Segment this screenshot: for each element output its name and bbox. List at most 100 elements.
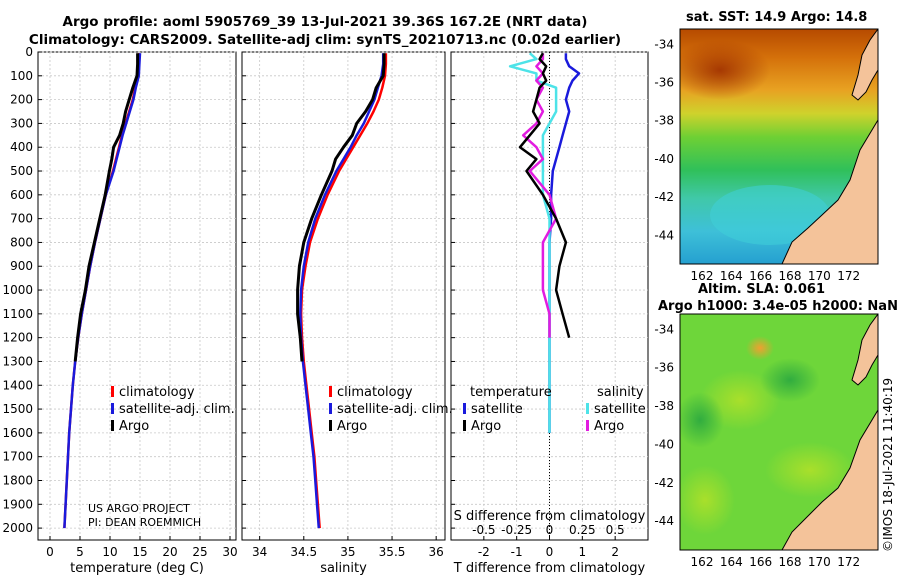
legend-label: Argo [337, 419, 367, 434]
temperature-axes-frame [37, 51, 237, 541]
north-island-land-sla [851, 314, 878, 386]
y-tick-label: 1700 [2, 450, 33, 464]
x-tick-label: 34.5 [290, 545, 317, 559]
map-y-tick-label: -42 [654, 476, 674, 490]
legend-swatch [111, 403, 114, 414]
sla-peak [746, 336, 774, 360]
x-axis-label: temperature (deg C) [70, 561, 204, 576]
sla-high-patch-3 [680, 465, 735, 535]
map-x-tick-label: 164 [720, 555, 743, 569]
x-tick-label: 20 [162, 545, 177, 559]
salinity-tick-label: 0 [546, 523, 554, 537]
x-tick-label: 35.5 [379, 545, 406, 559]
y-tick-label: 1900 [2, 497, 33, 511]
map-y-tick-label: -34 [654, 37, 674, 51]
y-tick-label: 300 [10, 116, 33, 130]
legend-label: climatology [337, 385, 413, 400]
y-tick-label: 400 [10, 140, 33, 154]
x-tick-label: 34 [252, 545, 267, 559]
map-y-tick-label: -40 [654, 152, 674, 166]
legend-label: Argo [471, 419, 501, 434]
sst-warm-patch [680, 40, 770, 100]
legend-label: satellite [471, 402, 523, 417]
sla-high-patch-2 [765, 442, 855, 498]
legend-label: satellite [594, 402, 646, 417]
grid-lines [38, 51, 648, 540]
legend-label: Argo [119, 419, 149, 434]
map-y-tick-label: -34 [654, 322, 674, 336]
legend-header-salinity: salinity [597, 385, 644, 400]
y-tick-label: 900 [10, 259, 33, 273]
x-tick-label: 2 [611, 545, 619, 559]
x-axis-label: salinity [320, 561, 367, 576]
y-tick-label: 1200 [2, 331, 33, 345]
legend-label: Argo [594, 419, 624, 434]
y-tick-label: 1000 [2, 283, 33, 297]
legends: climatology satellite-adj. clim. Argo clima… [111, 385, 646, 434]
y-tick-label: 1800 [2, 473, 33, 487]
y-tick-label: 700 [10, 212, 33, 226]
y-tick-label: 1500 [2, 402, 33, 416]
south-island-land [781, 119, 878, 264]
x-tick-label: -2 [478, 545, 490, 559]
temperature-argo-diff-line [518, 52, 571, 339]
argo-line [296, 53, 386, 362]
project-pi: PI: DEAN ROEMMICH [88, 516, 202, 529]
x-tick-label: 0 [46, 545, 54, 559]
map-y-tick-label: -40 [654, 437, 674, 451]
legend-swatch [329, 386, 332, 397]
x-tick-label: 36 [429, 545, 444, 559]
legend-header-temperature: temperature [470, 385, 552, 400]
legend-swatch [463, 403, 466, 414]
map-y-tick-label: -44 [654, 514, 674, 528]
map-y-tick-label: -44 [654, 228, 674, 242]
project-name: US ARGO PROJECT [88, 502, 190, 515]
map-y-tick-label: -36 [654, 75, 674, 89]
figure-title-line1: Argo profile: aoml 5905769_39 13-Jul-202… [62, 14, 588, 30]
figure-title-line2: Climatology: CARS2009. Satellite-adj cli… [28, 32, 622, 48]
legend-swatch [111, 386, 114, 397]
satellite-adj-clim-line [299, 53, 385, 529]
x-tick-label: 0 [546, 545, 554, 559]
argo-line [73, 53, 140, 362]
salinity-tick-label: 0.5 [606, 523, 625, 537]
map-x-tick-label: 168 [779, 269, 802, 283]
y-tick-label: 100 [10, 69, 33, 83]
y-tick-label: 500 [10, 164, 33, 178]
y-tick-label: 1600 [2, 426, 33, 440]
map-y-tick-label: -42 [654, 190, 674, 204]
imos-credit: ©IMOS 18-Jul-2021 11:40:19 [881, 377, 895, 552]
y-tick-label: 800 [10, 235, 33, 249]
map-x-tick-label: 172 [837, 269, 860, 283]
x-tick-label: 25 [192, 545, 207, 559]
sla-low-patch [760, 358, 820, 402]
legend-swatch [111, 420, 114, 431]
salinity-axis-label: S difference from climatology [454, 509, 646, 524]
sst-map-title: sat. SST: 14.9 Argo: 14.8 [686, 10, 868, 25]
sst-map-frame [679, 28, 879, 265]
data-series [63, 52, 581, 529]
sla-map-title-line1: Altim. SLA: 0.061 [698, 282, 825, 297]
y-tick-label: 0 [25, 45, 33, 59]
x-tick-label: 30 [222, 545, 237, 559]
sla-map [680, 314, 878, 550]
south-island-land-sla [781, 409, 878, 550]
map-x-tick-label: 170 [808, 269, 831, 283]
map-x-tick-label: 162 [691, 269, 714, 283]
y-tick-label: 600 [10, 188, 33, 202]
salinity-tick-label: 0.25 [569, 523, 596, 537]
legend-swatch [586, 403, 589, 414]
sla-map-title-line2: Argo h1000: 3.4e-05 h2000: NaN [658, 299, 898, 314]
sla-low-patch-2 [680, 392, 724, 448]
map-x-tick-label: 172 [837, 555, 860, 569]
salinity-tick-label: -0.5 [472, 523, 495, 537]
sla-map-frame [679, 313, 879, 551]
y-tick-label: 2000 [2, 521, 33, 535]
legend-label: satellite-adj. clim. [337, 402, 453, 417]
y-tick-label: 1300 [2, 354, 33, 368]
legend-label: climatology [119, 385, 195, 400]
legend-swatch [463, 420, 466, 431]
x-tick-label: 5 [76, 545, 84, 559]
